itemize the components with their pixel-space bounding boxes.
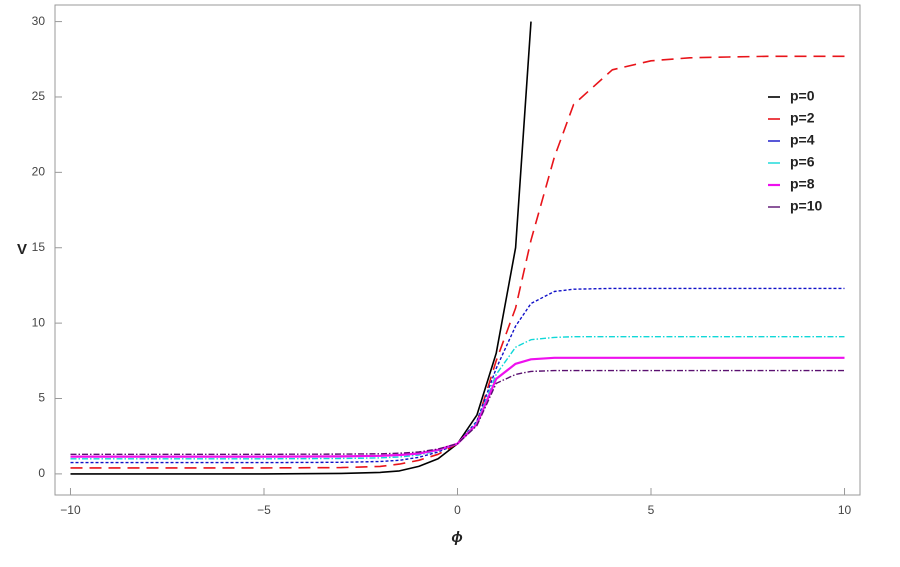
legend-label: p=10	[790, 198, 823, 214]
frame	[54, 4, 861, 496]
x-tick-label: −10	[60, 503, 81, 517]
x-tick-label: 10	[838, 503, 852, 517]
series-line	[70, 336, 845, 460]
legend-label: p=2	[790, 110, 815, 126]
x-tick-label: 5	[648, 503, 655, 517]
legend-label: p=4	[790, 132, 815, 148]
y-tick-label: 0	[38, 466, 45, 480]
series-line	[70, 55, 845, 469]
legend-label: p=8	[790, 176, 815, 192]
series-line	[70, 21, 532, 475]
y-tick-label: 15	[32, 240, 46, 254]
y-tick-label: 30	[32, 14, 46, 28]
y-tick-label: 20	[32, 165, 46, 179]
x-axis-label: ϕ	[451, 529, 462, 546]
y-axis-label: V	[17, 241, 27, 258]
y-tick-label: 25	[32, 89, 46, 103]
x-tick-label: −5	[257, 503, 271, 517]
series-line	[70, 287, 845, 464]
legend-label: p=0	[790, 88, 815, 104]
y-tick-label: 5	[38, 391, 45, 405]
y-tick-label: 10	[32, 315, 46, 329]
series-line	[70, 356, 845, 458]
legend-label: p=6	[790, 154, 815, 170]
series-line	[70, 369, 845, 455]
x-tick-label: 0	[454, 503, 461, 517]
